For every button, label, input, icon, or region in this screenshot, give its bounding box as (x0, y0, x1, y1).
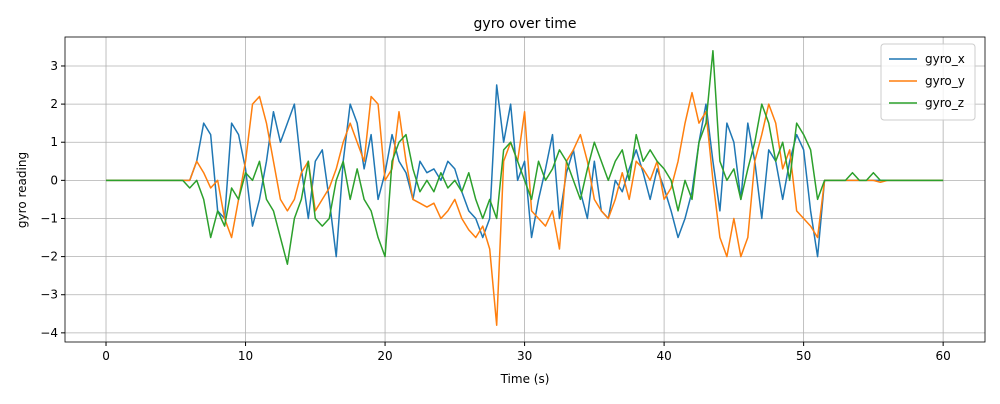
x-tick-label: 40 (656, 349, 671, 363)
x-tick-label: 30 (517, 349, 532, 363)
y-tick-label: −2 (40, 250, 58, 264)
x-tick-label: 50 (796, 349, 811, 363)
y-tick-label: 1 (50, 135, 58, 149)
legend-label: gyro_z (925, 96, 964, 110)
y-tick-label: 0 (50, 173, 58, 187)
line (106, 49, 944, 265)
x-axis-label: Time (s) (500, 372, 550, 386)
y-axis-label: gyro reading (15, 152, 29, 228)
chart-title: gyro over time (474, 16, 577, 32)
line (106, 91, 944, 326)
plot-frame (64, 36, 986, 343)
legend-box (880, 43, 976, 121)
legend: gyro_x gyro_y gyro_z (880, 43, 976, 121)
y-tick-label: −4 (40, 326, 58, 340)
x-tick-label: 60 (936, 349, 951, 363)
y-tick-label: −3 (40, 288, 58, 302)
x-tick-label: 0 (102, 349, 110, 363)
y-tick-label: 3 (50, 59, 58, 73)
line (106, 84, 944, 258)
legend-label: gyro_x (925, 52, 965, 66)
legend-label: gyro_y (925, 74, 965, 88)
y-tick-label: 2 (50, 97, 58, 111)
y-tick-label: −1 (40, 211, 58, 225)
x-tick-label: 20 (377, 349, 392, 363)
x-tick-label: 10 (238, 349, 253, 363)
